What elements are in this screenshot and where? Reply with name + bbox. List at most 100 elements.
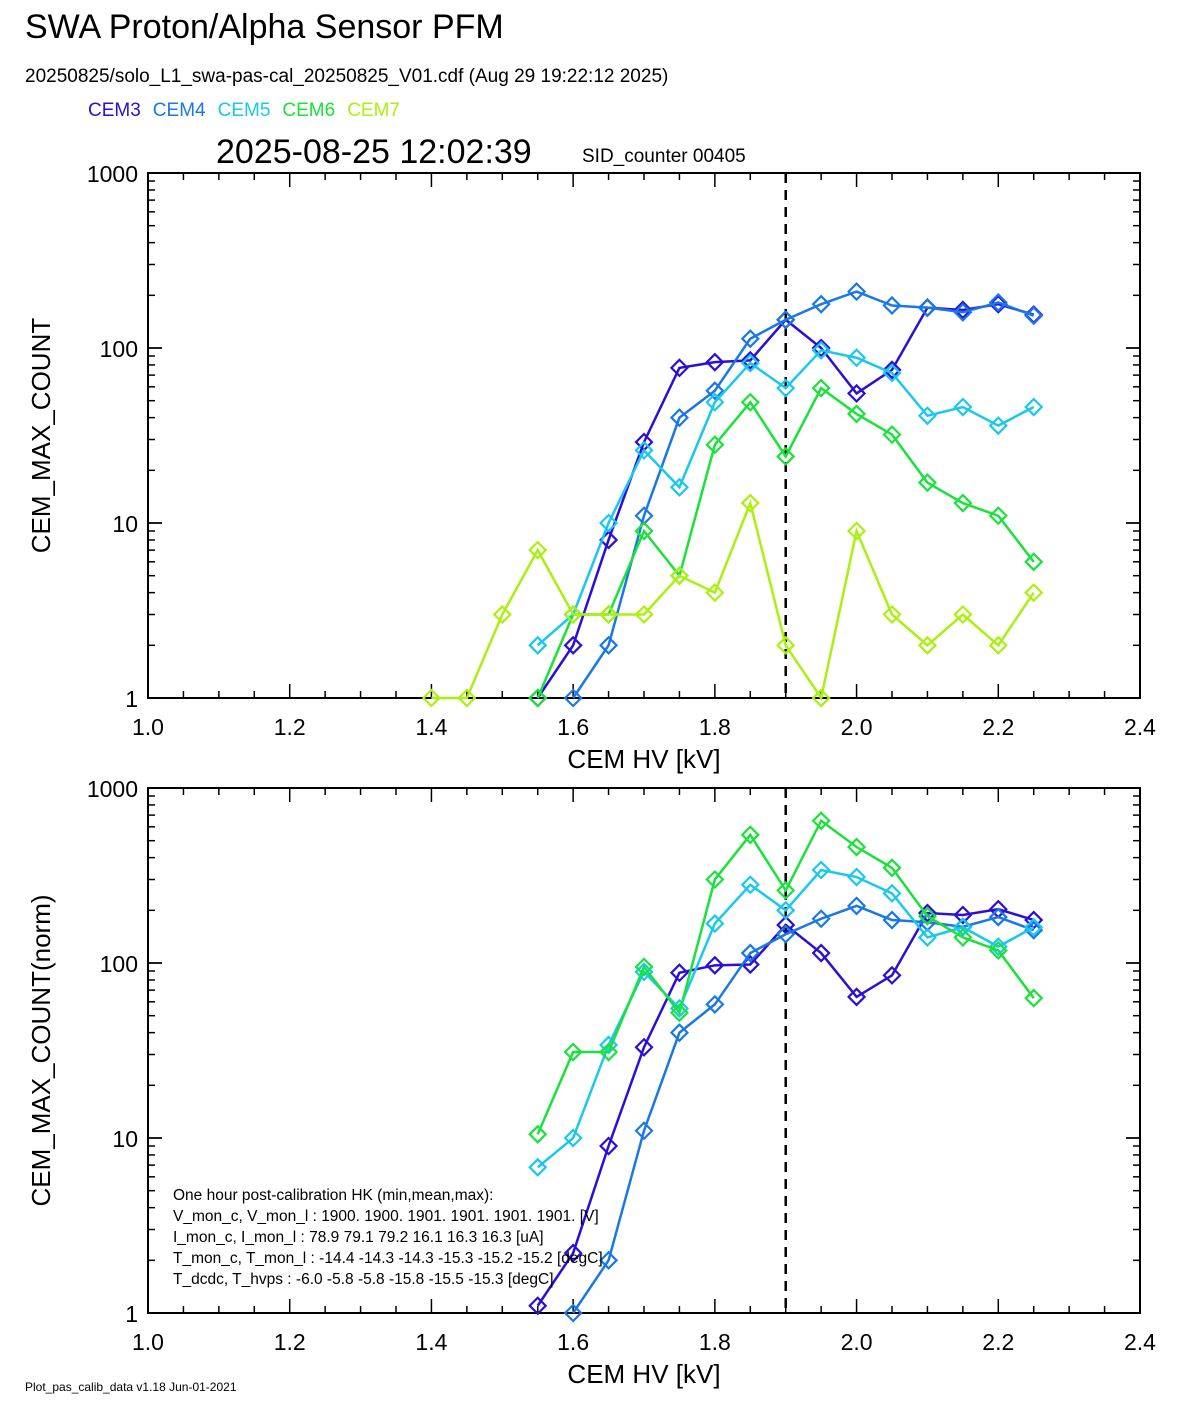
data-point (705, 381, 725, 401)
x-tick-label: 1.8 (699, 714, 731, 740)
data-point (528, 635, 548, 655)
footer-version: Plot_pas_calib_data v1.18 Jun-01-2021 (25, 1380, 237, 1394)
data-point (563, 604, 583, 625)
data-point (882, 604, 902, 625)
data-point (669, 477, 689, 497)
x-tick-label: 1.2 (274, 714, 306, 740)
data-point (953, 927, 973, 947)
data-point (882, 965, 902, 985)
series-line (536, 386, 1035, 699)
data-point (776, 880, 796, 900)
data-point (917, 298, 937, 318)
data-point (740, 350, 760, 370)
data-point (740, 943, 760, 963)
data-point (669, 1003, 689, 1023)
plot-2: 1.0 1.2 1.4 1.6 1.8 2.0 2.2 2.4 1 10 100 1000 CEM HV… (26, 776, 1156, 1389)
data-point (847, 404, 867, 424)
data-point (599, 604, 619, 625)
sid-counter: SID_counter 00405 (582, 146, 746, 167)
y-axis-title: CEM_MAX_COUNT (26, 318, 56, 554)
data-point (563, 1243, 583, 1263)
x-tick-label: 1.4 (415, 1329, 447, 1355)
data-point (563, 1303, 583, 1323)
data-point (847, 896, 867, 916)
data-point (847, 867, 867, 887)
data-point (917, 473, 937, 493)
data-point (563, 635, 583, 655)
data-point (811, 811, 831, 831)
data-point (705, 392, 725, 412)
legend-entry-cem5: CEM5 (217, 100, 271, 121)
data-point (1024, 552, 1044, 572)
data-point (1024, 988, 1044, 1008)
data-point (988, 416, 1008, 436)
series-cem5 (528, 340, 1044, 655)
data-point (847, 383, 867, 403)
data-point (811, 909, 831, 929)
data-point (492, 604, 512, 625)
data-point (421, 688, 441, 708)
data-point (988, 937, 1008, 957)
x-tick-label: 2.4 (1124, 714, 1156, 740)
data-point (599, 1250, 619, 1270)
data-point (847, 348, 867, 368)
y-tick-label: 1000 (87, 161, 138, 187)
y-tick-label: 10 (112, 511, 138, 537)
series-line (431, 498, 1035, 702)
data-point (811, 860, 831, 880)
x-axis-title: CEM HV [kV] (567, 1359, 720, 1389)
data-point (563, 1042, 583, 1062)
x-axis-title: CEM HV [kV] (567, 744, 720, 774)
data-point (563, 688, 583, 708)
data-point (1024, 917, 1044, 937)
data-point (811, 294, 831, 314)
x-tick-label: 1.8 (699, 1329, 731, 1355)
series-line (536, 348, 1035, 647)
data-point (953, 604, 973, 625)
data-point (811, 378, 831, 398)
data-point (917, 906, 937, 926)
data-point (953, 917, 973, 937)
data-point (740, 825, 760, 845)
data-point (917, 635, 937, 655)
y-tick-label: 1 (125, 686, 138, 712)
data-point (776, 378, 796, 398)
data-point (1024, 306, 1044, 326)
data-point (988, 292, 1008, 313)
data-point (599, 635, 619, 655)
data-point (882, 910, 902, 930)
data-point (599, 1136, 619, 1156)
page-title: SWA Proton/Alpha Sensor PFM (25, 8, 504, 46)
data-point (740, 875, 760, 895)
series-cem4 (563, 896, 1044, 1323)
x-tick-label: 2.2 (982, 714, 1014, 740)
y-tick-label: 100 (100, 951, 138, 977)
data-point (953, 302, 973, 322)
data-point (634, 521, 654, 541)
data-point (847, 282, 867, 302)
series-line (572, 290, 1035, 699)
data-point (705, 955, 725, 975)
y-tick-label: 1 (125, 1301, 138, 1327)
data-point (740, 329, 760, 349)
data-point (882, 360, 902, 380)
hk-line: T_mon_c, T_mon_l : -14.4 -14.3 -14.3 -15… (173, 1250, 603, 1267)
x-tick-label: 2.4 (1124, 1329, 1156, 1355)
y-axis-title: CEM_MAX_COUNT(norm) (26, 894, 56, 1206)
data-point (669, 408, 689, 428)
x-tick-label: 2.2 (982, 1329, 1014, 1355)
hk-line: I_mon_c, I_mon_l : 78.9 79.1 79.2 16.1 1… (173, 1229, 544, 1246)
data-point (599, 513, 619, 533)
data-point (669, 963, 689, 983)
data-point (847, 837, 867, 857)
data-point (1024, 583, 1044, 603)
data-point (528, 1124, 548, 1144)
data-point (705, 869, 725, 890)
data-point (847, 521, 867, 541)
hk-line: V_mon_c, V_mon_l : 1900. 1900. 1901. 190… (173, 1208, 599, 1225)
data-point (776, 900, 796, 920)
series-cem6 (528, 811, 1044, 1144)
x-tick-label: 1.2 (274, 1329, 306, 1355)
legend: CEM3 CEM4 CEM5 CEM6 CEM7 (88, 100, 412, 122)
